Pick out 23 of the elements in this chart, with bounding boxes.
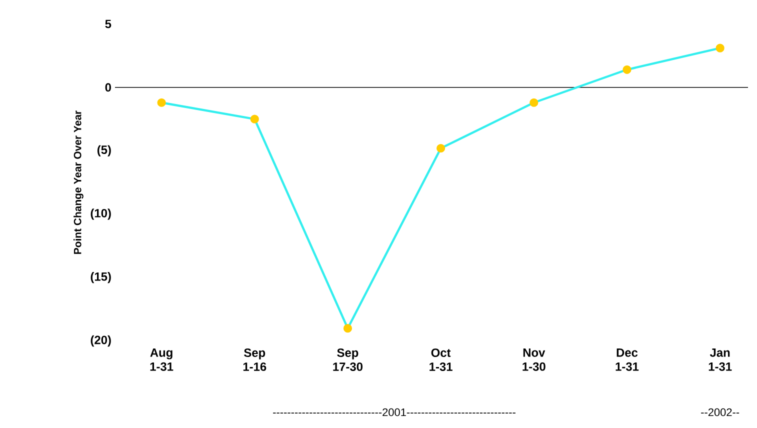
point [622,65,632,74]
y-tick-label: (5) [97,145,111,156]
x-tick-label: Sep 1-16 [243,348,266,371]
y-axis-title: Point Change Year Over Year [74,110,84,254]
point [343,324,352,333]
text: --2002-- [701,408,740,416]
y-tick-label: 0 [105,83,111,92]
point [250,114,259,124]
text: ------------------------------2001------------------------------ [273,408,516,416]
y-tick-label: (20) [90,335,111,347]
y-tick-label: (10) [90,208,111,220]
y-tick-label: (15) [90,272,111,284]
point [530,98,538,107]
x-tick-label: Jan 1-31 [708,348,732,371]
x-tick-label: Sep 17-30 [333,348,363,371]
x-tick-label: Nov 1-30 [522,348,546,371]
x-tick-label: Oct 1-31 [430,348,452,371]
point [157,98,166,107]
x-tick-label: Dec 1-31 [616,348,639,371]
point [436,144,446,153]
y-tick-label: 5 [105,20,112,28]
x-tick-label: Aug 1-31 [150,348,174,371]
point [716,44,724,52]
